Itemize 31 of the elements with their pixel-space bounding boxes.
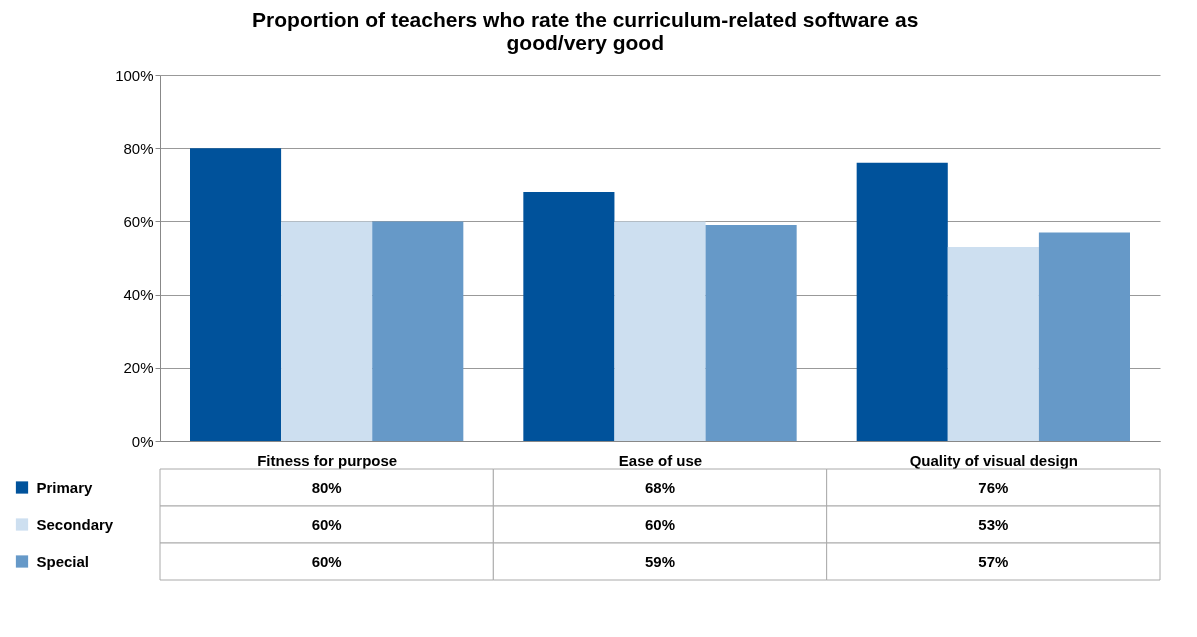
data-label: 59%	[644, 552, 676, 570]
data-label: 76%	[978, 478, 1009, 496]
x-tick-label: Ease of use	[618, 451, 703, 469]
y-tick-label: 80%	[123, 139, 154, 157]
bar	[523, 192, 615, 441]
y-tick-label: 100%	[115, 66, 154, 84]
x-tick-label: Quality of visual design	[909, 451, 1079, 469]
bar	[856, 162, 948, 441]
data-label: 53%	[978, 515, 1009, 533]
bar	[705, 225, 797, 441]
bar	[281, 221, 373, 441]
legend-label: Secondary	[36, 515, 114, 533]
legend-label: Primary	[36, 478, 94, 496]
y-tick-label: 40%	[123, 286, 154, 304]
bar	[190, 148, 282, 441]
bar	[372, 221, 464, 441]
data-label: 68%	[644, 478, 676, 496]
y-tick-label: 60%	[123, 212, 154, 230]
x-tick-label: Fitness for purpose	[257, 451, 398, 469]
y-tick-label: 0%	[131, 432, 154, 450]
legend-label: Special	[36, 552, 90, 570]
data-label: 57%	[978, 552, 1009, 570]
bar	[614, 221, 706, 441]
data-label: 80%	[311, 478, 342, 496]
bar	[947, 247, 1039, 441]
y-tick-label: 20%	[123, 359, 154, 377]
bar	[1038, 232, 1130, 441]
chart-title: Proportion of teachers who rate the curriculum-related software as good/very good	[252, 8, 919, 54]
data-label: 60%	[644, 515, 676, 533]
data-label: 60%	[311, 552, 342, 570]
data-label: 60%	[311, 515, 342, 533]
